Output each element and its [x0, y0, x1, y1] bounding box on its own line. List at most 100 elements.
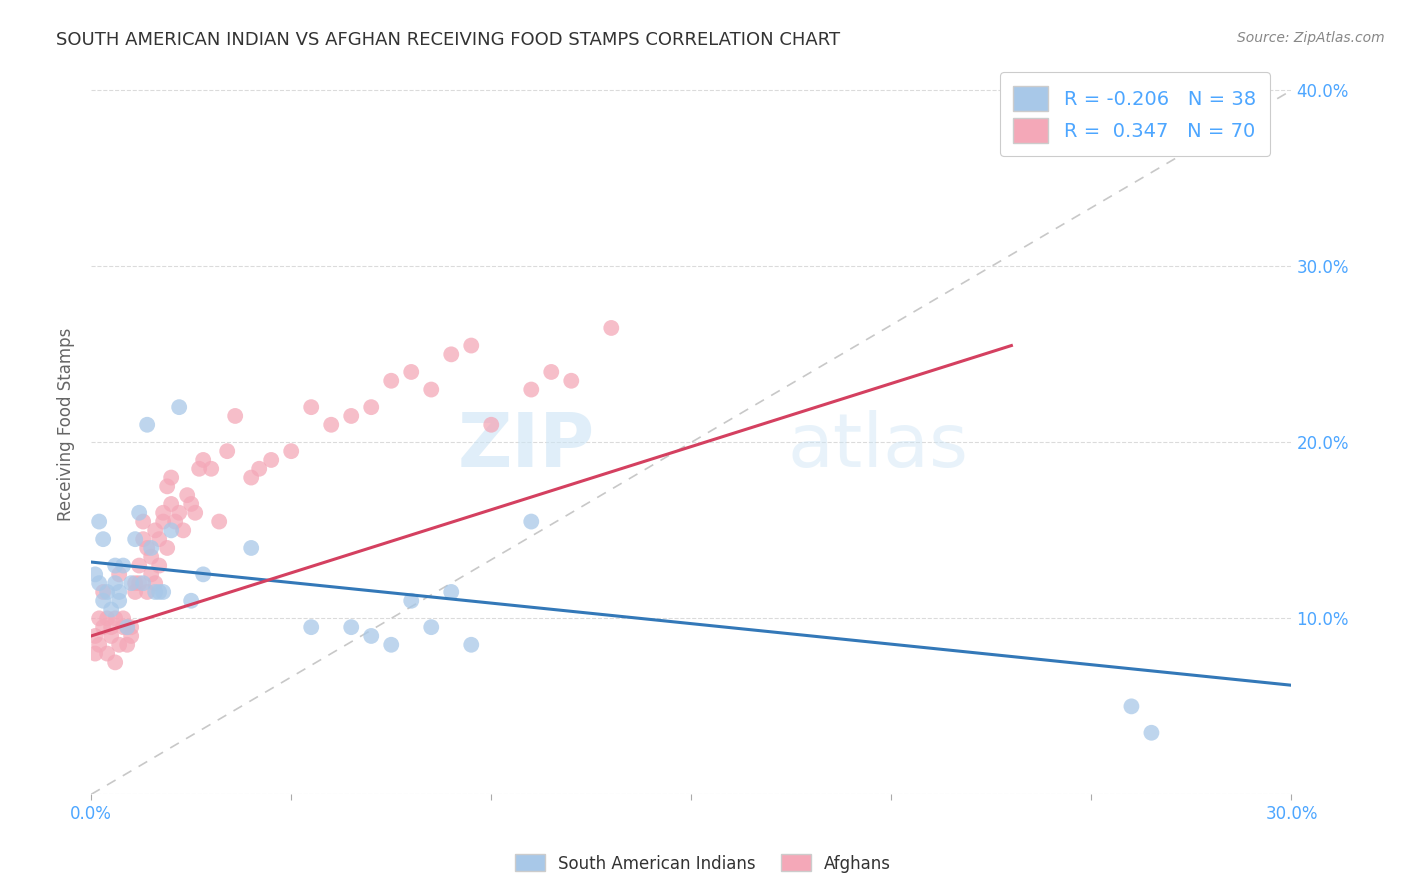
- Point: [240, 470, 263, 484]
- Point: [112, 620, 135, 634]
- Point: [600, 321, 623, 335]
- Point: [115, 638, 138, 652]
- Point: [89, 611, 111, 625]
- Point: [380, 638, 402, 652]
- Point: [460, 338, 482, 352]
- Point: [299, 620, 322, 634]
- Legend: R = -0.206   N = 38, R =  0.347   N = 70: R = -0.206 N = 38, R = 0.347 N = 70: [1000, 72, 1270, 156]
- Point: [193, 453, 215, 467]
- Point: [148, 558, 170, 573]
- Point: [148, 585, 170, 599]
- Point: [156, 541, 179, 555]
- Point: [167, 400, 190, 414]
- Point: [340, 409, 363, 423]
- Point: [141, 567, 163, 582]
- Point: [136, 585, 159, 599]
- Point: [108, 593, 131, 607]
- Point: [124, 532, 146, 546]
- Point: [124, 576, 146, 591]
- Point: [217, 444, 239, 458]
- Point: [108, 585, 131, 599]
- Point: [148, 532, 170, 546]
- Point: [143, 576, 166, 591]
- Y-axis label: Receiving Food Stamps: Receiving Food Stamps: [58, 328, 75, 522]
- Point: [184, 506, 207, 520]
- Point: [100, 620, 122, 634]
- Legend: South American Indians, Afghans: South American Indians, Afghans: [508, 847, 898, 880]
- Point: [247, 462, 270, 476]
- Point: [152, 515, 174, 529]
- Point: [104, 656, 127, 670]
- Point: [399, 593, 422, 607]
- Point: [141, 541, 163, 555]
- Point: [104, 611, 127, 625]
- Point: [520, 515, 543, 529]
- Point: [399, 365, 422, 379]
- Point: [180, 497, 202, 511]
- Point: [208, 515, 231, 529]
- Point: [124, 585, 146, 599]
- Point: [91, 620, 114, 634]
- Point: [143, 524, 166, 538]
- Point: [143, 585, 166, 599]
- Point: [128, 506, 150, 520]
- Point: [260, 453, 283, 467]
- Point: [152, 506, 174, 520]
- Point: [240, 541, 263, 555]
- Point: [120, 629, 142, 643]
- Point: [91, 532, 114, 546]
- Point: [440, 347, 463, 361]
- Point: [120, 576, 142, 591]
- Text: atlas: atlas: [787, 410, 969, 483]
- Point: [180, 593, 202, 607]
- Point: [560, 374, 582, 388]
- Point: [141, 549, 163, 564]
- Point: [132, 532, 155, 546]
- Point: [112, 611, 135, 625]
- Point: [380, 374, 402, 388]
- Point: [321, 417, 343, 432]
- Point: [360, 400, 382, 414]
- Point: [104, 576, 127, 591]
- Point: [89, 576, 111, 591]
- Point: [100, 602, 122, 616]
- Point: [160, 497, 183, 511]
- Point: [120, 620, 142, 634]
- Point: [108, 638, 131, 652]
- Point: [136, 417, 159, 432]
- Point: [172, 524, 194, 538]
- Point: [520, 383, 543, 397]
- Point: [96, 611, 118, 625]
- Point: [420, 620, 443, 634]
- Point: [224, 409, 246, 423]
- Point: [84, 629, 107, 643]
- Point: [1140, 725, 1163, 739]
- Point: [160, 470, 183, 484]
- Point: [440, 585, 463, 599]
- Point: [84, 647, 107, 661]
- Point: [108, 567, 131, 582]
- Point: [360, 629, 382, 643]
- Point: [91, 585, 114, 599]
- Point: [132, 515, 155, 529]
- Point: [128, 576, 150, 591]
- Point: [100, 629, 122, 643]
- Point: [340, 620, 363, 634]
- Point: [89, 515, 111, 529]
- Point: [280, 444, 302, 458]
- Point: [160, 524, 183, 538]
- Point: [115, 620, 138, 634]
- Point: [188, 462, 211, 476]
- Point: [193, 567, 215, 582]
- Point: [165, 515, 187, 529]
- Point: [479, 417, 502, 432]
- Point: [136, 541, 159, 555]
- Point: [115, 620, 138, 634]
- Point: [156, 479, 179, 493]
- Text: ZIP: ZIP: [458, 410, 595, 483]
- Point: [84, 567, 107, 582]
- Point: [176, 488, 198, 502]
- Point: [91, 593, 114, 607]
- Point: [96, 647, 118, 661]
- Point: [132, 576, 155, 591]
